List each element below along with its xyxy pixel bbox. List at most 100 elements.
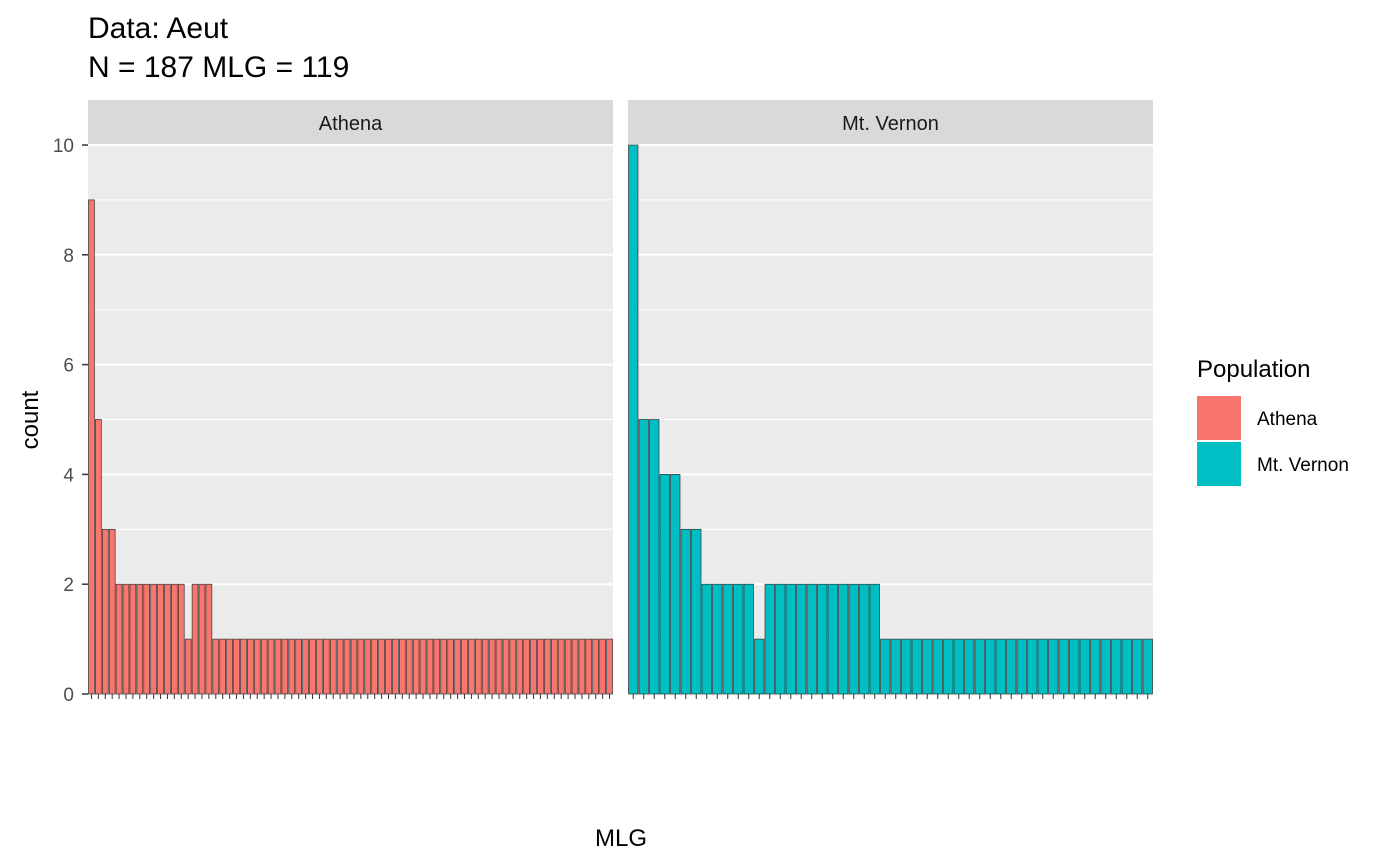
chart-subtitle: N = 187 MLG = 119 [88, 51, 349, 84]
bar [509, 638, 517, 695]
bar [649, 419, 660, 695]
legend-key-athena [1197, 396, 1241, 440]
legend-label-mt-vernon: Mt. Vernon [1257, 455, 1349, 476]
bar [880, 638, 891, 695]
bar [101, 528, 109, 695]
bar [177, 583, 185, 695]
y-tick-label: 8 [63, 246, 74, 267]
bar [378, 638, 385, 695]
bar [943, 638, 954, 695]
bar [302, 638, 309, 695]
bar [848, 583, 859, 695]
bar [426, 638, 434, 695]
bar [806, 583, 817, 695]
bar [371, 638, 378, 695]
y-tick-label: 2 [63, 575, 74, 596]
facet-strip [88, 100, 613, 145]
bar [343, 638, 351, 695]
bar [516, 638, 524, 695]
facet-strip-label: Athena [319, 113, 383, 135]
bar [680, 528, 691, 695]
bar [122, 583, 130, 695]
bar [419, 638, 427, 695]
bar [550, 638, 558, 695]
bar [974, 638, 985, 695]
bar [571, 638, 579, 695]
bar [691, 528, 702, 695]
bar [433, 638, 441, 695]
bar [295, 638, 302, 695]
bar [537, 638, 544, 695]
bar [115, 583, 123, 695]
bar [481, 638, 489, 695]
bar [764, 583, 775, 695]
bar [323, 638, 330, 695]
bar [233, 638, 240, 695]
legend-title: Population [1197, 356, 1310, 383]
bar [869, 583, 880, 695]
bar [143, 583, 151, 695]
bar [1090, 638, 1101, 695]
bar [247, 638, 254, 695]
bar [1006, 638, 1017, 695]
bar [712, 583, 723, 695]
bars [628, 144, 1153, 699]
bar [964, 638, 975, 695]
bar [495, 638, 503, 695]
bar [219, 638, 227, 695]
bar [592, 638, 600, 695]
facet-strip [628, 100, 1153, 145]
chart-title: Data: Aeut [88, 12, 229, 45]
bar [1037, 638, 1048, 695]
bar [129, 583, 137, 695]
bar [722, 583, 733, 695]
bar [659, 474, 670, 695]
bar [827, 583, 838, 695]
bar [1121, 638, 1132, 695]
bar [638, 419, 649, 695]
bar [329, 638, 337, 695]
bar [316, 638, 323, 695]
bar [399, 638, 406, 695]
bar [544, 638, 551, 695]
bar [240, 638, 247, 695]
bar [157, 583, 164, 695]
bar [226, 638, 233, 695]
y-tick-label: 4 [63, 465, 74, 486]
bar [606, 638, 613, 695]
bar [184, 638, 192, 695]
facet-panels: Athena Mt. Vernon [88, 100, 1153, 699]
bar [670, 474, 681, 695]
bar [260, 638, 268, 695]
bar [995, 638, 1006, 695]
bar [468, 638, 475, 695]
x-axis-title: MLG [595, 825, 647, 852]
y-tick-label: 0 [63, 685, 74, 706]
bar [1058, 638, 1069, 695]
bar [405, 638, 413, 695]
bar [743, 583, 754, 695]
bar [564, 638, 572, 695]
bar [357, 638, 365, 695]
bar [150, 583, 157, 695]
bar [1016, 638, 1027, 695]
bar [392, 638, 399, 695]
bar [412, 638, 420, 695]
y-tick-label: 6 [63, 356, 74, 377]
legend-label-athena: Athena [1257, 409, 1318, 430]
bar [585, 638, 593, 695]
bar [461, 638, 468, 695]
bar [733, 583, 744, 695]
bar [171, 583, 178, 695]
bar [1079, 638, 1090, 695]
bar [336, 638, 344, 695]
bar [599, 638, 606, 695]
bar [454, 638, 461, 695]
bar [1100, 638, 1111, 695]
bar [775, 583, 786, 695]
bar [385, 638, 392, 695]
bar [88, 199, 95, 695]
bar [288, 638, 296, 695]
bar [890, 638, 901, 695]
bar [628, 144, 639, 695]
